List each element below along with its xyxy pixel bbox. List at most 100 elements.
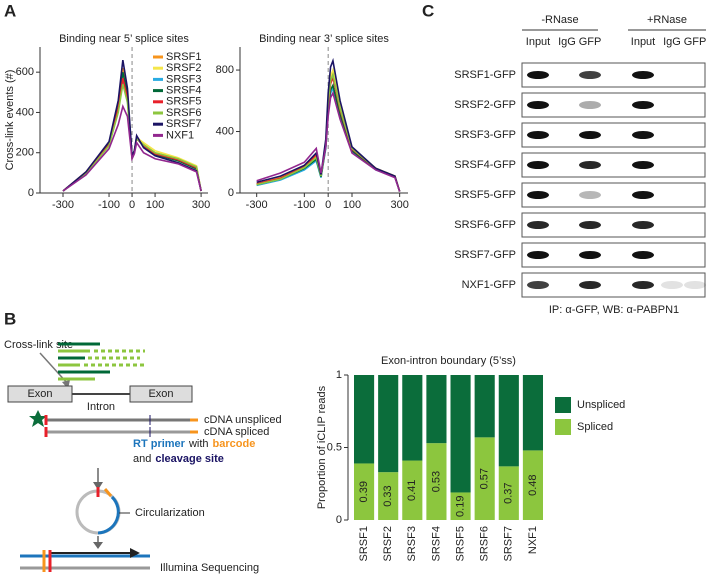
chart-title: Exon-intron boundary (5’ss) (381, 355, 516, 367)
diagram-text: and cleavage site (133, 453, 224, 465)
x-tick-label: SRSF4 (430, 526, 442, 561)
row-label: SRSF7-GFP (454, 249, 516, 261)
column-header: Input (526, 36, 550, 48)
diagram-label: Intron (87, 401, 115, 413)
row-label: SRSF6-GFP (454, 219, 516, 231)
legend-label: Spliced (577, 421, 613, 433)
bar-segment (378, 375, 399, 473)
row-label: SRSF1-GFP (454, 69, 516, 81)
rt-primer: RT primer (133, 438, 186, 450)
blot-box (521, 242, 706, 268)
row-label: SRSF2-GFP (454, 99, 516, 111)
band (579, 131, 601, 139)
column-header: IgG (663, 36, 681, 48)
group-header: +RNase (647, 14, 687, 26)
legend-label: Unspliced (577, 399, 625, 411)
series-line (62, 59, 202, 192)
band (579, 101, 601, 109)
column-header: Input (631, 36, 655, 48)
band (632, 221, 654, 229)
band (632, 251, 654, 259)
y-axis-label: Cross-link events (#) (4, 70, 16, 171)
series-line (62, 104, 202, 192)
row-label: SRSF5-GFP (454, 189, 516, 201)
band (632, 71, 654, 79)
row-label: SRSF4-GFP (454, 159, 516, 171)
legend-swatch (555, 419, 571, 435)
bar-segment (378, 472, 399, 520)
chart-title: Binding near 5’ splice sites (59, 33, 189, 45)
row-label: SRSF3-GFP (454, 129, 516, 141)
band (527, 161, 549, 169)
bar-segment (402, 460, 423, 520)
panel-label: C (422, 1, 434, 20)
and: and (133, 453, 151, 465)
band (579, 191, 601, 199)
y-tick-label: 0 (28, 187, 34, 199)
barcode (103, 488, 113, 497)
blot-box (521, 62, 706, 88)
blot-footer: IP: α-GFP, WB: α-PABPN1 (549, 304, 679, 316)
band (632, 281, 654, 289)
blot-box (521, 152, 706, 178)
data-label: 0.41 (406, 480, 418, 501)
diagram-label: Illumina Sequencing (160, 562, 259, 574)
data-label: 0.19 (454, 496, 466, 517)
with: with (188, 438, 209, 450)
bar-segment (354, 463, 375, 520)
bar-segment (522, 375, 543, 451)
bar-segment (450, 492, 471, 520)
row-label: NXF1-GFP (462, 279, 516, 291)
y-tick-label: 800 (216, 64, 234, 76)
group-header: -RNase (541, 14, 578, 26)
band (527, 251, 549, 259)
bar-segment (498, 466, 519, 520)
x-tick-label: SRSF5 (454, 526, 466, 561)
legend-label: SRSF1 (166, 51, 201, 63)
band (684, 281, 706, 289)
bar-segment (402, 375, 423, 461)
band (527, 281, 549, 289)
y-axis-label: Proportion of iCLIP reads (316, 385, 328, 509)
band (527, 71, 549, 79)
y-tick-label: 400 (216, 125, 234, 137)
band (579, 221, 601, 229)
diagram-label: cDNA unspliced (204, 414, 282, 426)
legend-label: SRSF5 (166, 96, 201, 108)
bar-segment (498, 375, 519, 467)
bar-segment (474, 437, 495, 520)
bar-segment (474, 375, 495, 438)
data-label: 0.39 (358, 481, 370, 502)
barcode-label: barcode (213, 438, 256, 450)
data-label: 0.37 (503, 482, 515, 503)
circle-primer (97, 495, 120, 535)
legend-label: SRSF7 (166, 118, 201, 130)
legend-label: SRSF2 (166, 62, 201, 74)
band (527, 101, 549, 109)
diagram: Cross-link site Exon Intron Exon cDNA un… (4, 339, 282, 574)
y-tick-label: 1 (336, 369, 342, 381)
panel-label: A (4, 1, 16, 20)
series-line (256, 90, 401, 192)
band (661, 281, 683, 289)
band (632, 191, 654, 199)
x-tick-label: 100 (146, 199, 164, 211)
band (579, 161, 601, 169)
x-tick-label: NXF1 (527, 526, 539, 554)
y-tick-label: 200 (16, 147, 34, 159)
diagram-label: Cross-link site (4, 339, 73, 351)
blot-box (521, 92, 706, 118)
data-label: 0.48 (527, 474, 539, 495)
column-header: IgG (558, 36, 576, 48)
y-tick-label: 0 (336, 514, 342, 526)
bar-segment (450, 375, 471, 493)
legend-label: SRSF4 (166, 85, 201, 97)
x-tick-label: 100 (343, 199, 361, 211)
blot-box (521, 182, 706, 208)
arrowhead (130, 548, 140, 558)
band (579, 281, 601, 289)
x-tick-label: SRSF7 (503, 526, 515, 561)
bar-segment (522, 450, 543, 520)
diagram-text: RT primer with barcode (133, 438, 255, 450)
